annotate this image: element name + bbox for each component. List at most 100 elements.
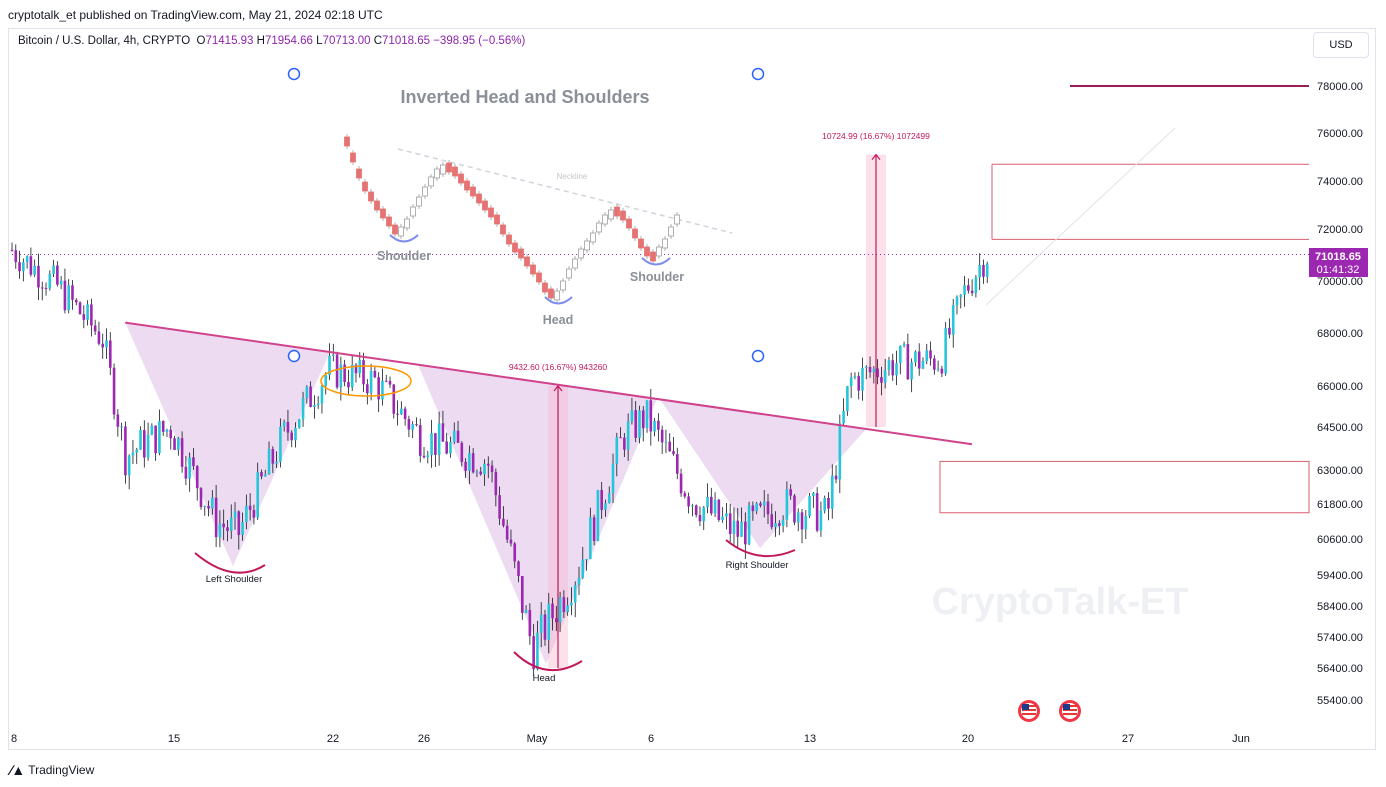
currency-selector[interactable]: USD xyxy=(1313,32,1369,58)
x-tick-label: 13 xyxy=(804,733,816,745)
candle-body xyxy=(702,507,706,522)
candle-body xyxy=(59,280,63,285)
candle-body xyxy=(566,605,569,613)
measure-arrowhead-1 xyxy=(553,385,563,392)
candle-body xyxy=(199,488,203,507)
us-flag-event-icon-1[interactable] xyxy=(1018,700,1040,722)
candle-body xyxy=(29,256,33,275)
candle-body xyxy=(521,576,524,613)
candle-body xyxy=(679,473,683,494)
candle-body xyxy=(86,304,89,320)
candle-body xyxy=(948,327,951,335)
price-axis[interactable]: 78000.00 76000.00 74000.00 72000.00 70000.00… xyxy=(1317,81,1363,707)
y-tick-label: 72000.00 xyxy=(1317,224,1363,236)
header-bar: cryptotalk_et published on TradingView.c… xyxy=(0,0,1386,28)
candle-body xyxy=(774,523,777,528)
candle-body xyxy=(460,442,464,462)
candle-body xyxy=(316,403,320,406)
symbol-name: Bitcoin / U.S. Dollar, 4h, CRYPTO xyxy=(18,35,191,47)
candle-body xyxy=(108,340,112,368)
candle-body xyxy=(498,495,501,519)
candle-body xyxy=(887,360,891,370)
candle-body xyxy=(282,422,286,427)
candle-body xyxy=(309,386,312,407)
publisher-info: cryptotalk_et published on TradingView.c… xyxy=(8,8,383,22)
candle-body xyxy=(823,497,826,511)
candle-body xyxy=(921,360,925,369)
inset-left-arc xyxy=(389,234,419,243)
candle-body xyxy=(418,425,422,456)
candle-body xyxy=(641,410,645,429)
watermark: CryptoTalk-ET xyxy=(932,581,1189,623)
candle-body xyxy=(400,408,403,415)
candle-body xyxy=(872,368,876,373)
y-tick-label: 56400.00 xyxy=(1317,663,1363,675)
candle-body xyxy=(607,493,611,504)
inset-candle-body xyxy=(356,168,362,179)
neckline xyxy=(125,321,973,446)
time-axis[interactable]: 8 15 22 26 May 6 13 20 27 Jun xyxy=(11,733,1250,745)
candle-body xyxy=(297,419,301,428)
candle-body xyxy=(320,385,324,404)
candle-body xyxy=(252,509,256,518)
candle-body xyxy=(362,360,365,385)
candle-body xyxy=(494,472,498,496)
candle-body xyxy=(422,455,426,458)
candle-body xyxy=(184,466,188,479)
candle-body xyxy=(143,430,146,458)
us-flag-event-icon-2[interactable] xyxy=(1059,700,1081,722)
candle-body xyxy=(78,302,82,315)
candle-body xyxy=(868,366,872,373)
candle-body xyxy=(755,503,758,512)
inset-illustration xyxy=(344,134,733,305)
candle-body xyxy=(97,331,101,344)
x-tick-label: 15 xyxy=(168,733,180,745)
candle-body xyxy=(369,370,373,394)
candle-body xyxy=(403,408,407,420)
y-tick-label: 68000.00 xyxy=(1317,328,1363,340)
inset-candle-body xyxy=(464,180,470,191)
inset-right-arc xyxy=(641,257,671,266)
inset-candle-body xyxy=(530,264,536,275)
trend-line xyxy=(985,127,1176,306)
candle-body xyxy=(263,474,267,477)
candle-body xyxy=(203,505,207,507)
candle-body xyxy=(313,405,316,407)
right-shoulder-label: Right Shoulder xyxy=(726,560,789,571)
candle-body xyxy=(154,425,157,454)
candle-body xyxy=(44,287,48,289)
candle-body xyxy=(744,521,747,545)
inset-candle-body xyxy=(452,166,458,177)
inset-candle-body xyxy=(350,152,356,163)
candle-body xyxy=(146,434,150,458)
candle-body xyxy=(944,327,947,374)
candle-body xyxy=(139,430,142,450)
measure-arrowhead-2 xyxy=(871,153,881,160)
candle-body xyxy=(464,461,467,471)
candle-body xyxy=(218,523,222,538)
candle-body xyxy=(241,521,244,535)
inset-head-label: Head xyxy=(543,313,574,327)
candle-body xyxy=(248,505,252,510)
inset-candle-body xyxy=(560,280,566,291)
candle-body xyxy=(347,382,350,388)
chart-frame[interactable] xyxy=(8,28,1376,750)
candle-body xyxy=(63,280,67,311)
candle-body xyxy=(101,343,105,348)
candle-body xyxy=(864,366,868,368)
candle-body xyxy=(56,265,59,285)
candle-body xyxy=(411,424,414,430)
candle-body xyxy=(486,463,490,466)
candle-body xyxy=(71,285,74,300)
candles-layer xyxy=(10,242,989,677)
candle-body xyxy=(229,517,233,531)
footer-brand[interactable]: ∕▲ TradingView xyxy=(10,762,94,778)
candle-body xyxy=(664,441,668,443)
candle-body xyxy=(131,452,135,456)
candle-body xyxy=(524,610,528,613)
head-label: Head xyxy=(533,673,556,684)
candle-body xyxy=(366,384,369,394)
candle-body xyxy=(842,411,845,424)
candle-body xyxy=(120,426,123,428)
